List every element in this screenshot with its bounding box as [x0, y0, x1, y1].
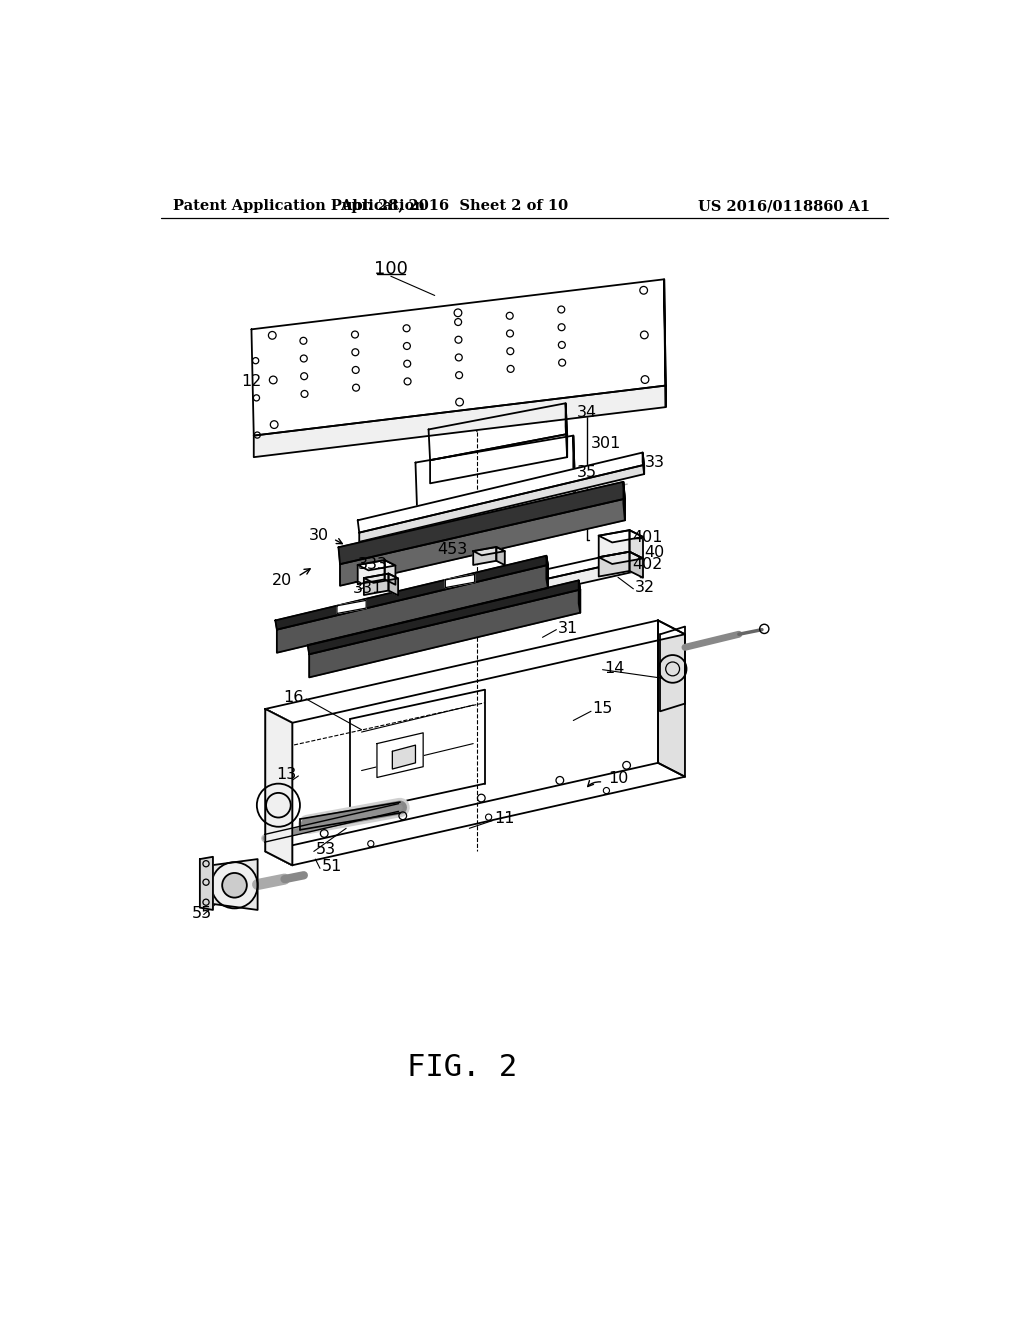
Text: Patent Application Publication: Patent Application Publication [173, 199, 425, 213]
Polygon shape [357, 560, 395, 570]
Polygon shape [252, 280, 666, 436]
Polygon shape [307, 581, 581, 655]
Polygon shape [357, 453, 644, 533]
Polygon shape [599, 531, 630, 557]
Text: 453: 453 [437, 543, 467, 557]
Polygon shape [430, 434, 567, 483]
Polygon shape [275, 556, 548, 630]
Text: 40: 40 [644, 545, 665, 560]
Text: 51: 51 [322, 859, 342, 874]
Polygon shape [385, 560, 395, 585]
Text: 16: 16 [284, 690, 304, 705]
Text: US 2016/0118860 A1: US 2016/0118860 A1 [697, 199, 869, 213]
Polygon shape [497, 546, 505, 565]
Polygon shape [364, 574, 398, 583]
Polygon shape [635, 549, 637, 572]
Polygon shape [340, 499, 625, 586]
Polygon shape [309, 590, 581, 677]
Polygon shape [643, 453, 644, 474]
Text: 55: 55 [193, 906, 212, 920]
Text: 11: 11 [494, 810, 514, 826]
Polygon shape [254, 385, 666, 457]
Polygon shape [445, 574, 474, 587]
Text: 301: 301 [591, 436, 622, 451]
Polygon shape [630, 552, 643, 578]
Polygon shape [416, 436, 574, 507]
Text: 100: 100 [374, 260, 408, 277]
Polygon shape [200, 857, 213, 909]
Polygon shape [417, 480, 574, 540]
Polygon shape [599, 531, 643, 543]
Text: 32: 32 [635, 579, 655, 595]
Text: 401: 401 [633, 529, 664, 545]
Circle shape [211, 862, 258, 908]
Text: 53: 53 [315, 842, 336, 858]
Polygon shape [265, 620, 685, 723]
Text: 333: 333 [357, 557, 388, 572]
Polygon shape [265, 709, 292, 866]
Polygon shape [265, 709, 292, 866]
Polygon shape [337, 601, 367, 614]
Polygon shape [599, 552, 630, 577]
Polygon shape [599, 552, 643, 564]
Polygon shape [392, 744, 416, 770]
Polygon shape [473, 549, 637, 595]
Polygon shape [565, 404, 567, 457]
Polygon shape [359, 465, 644, 543]
Text: 33: 33 [645, 455, 665, 470]
Polygon shape [276, 565, 548, 653]
Text: 15: 15 [593, 701, 613, 717]
Text: 31: 31 [558, 620, 579, 636]
Text: 35: 35 [578, 465, 597, 480]
Text: 10: 10 [608, 771, 629, 785]
Text: 14: 14 [604, 660, 625, 676]
Polygon shape [630, 531, 643, 558]
Polygon shape [211, 859, 258, 909]
Text: 13: 13 [275, 767, 296, 781]
Circle shape [222, 873, 247, 898]
Polygon shape [473, 546, 505, 556]
Polygon shape [473, 546, 497, 565]
Text: 34: 34 [578, 405, 597, 420]
Polygon shape [377, 733, 423, 777]
Text: 20: 20 [272, 573, 292, 587]
Polygon shape [388, 574, 398, 595]
Polygon shape [658, 620, 685, 776]
Text: 331: 331 [352, 581, 383, 595]
Polygon shape [624, 482, 625, 520]
Polygon shape [357, 560, 385, 585]
Polygon shape [547, 556, 548, 589]
Text: FIG. 2: FIG. 2 [407, 1052, 517, 1081]
Polygon shape [429, 404, 567, 461]
Text: 402: 402 [633, 557, 663, 572]
Polygon shape [364, 574, 388, 595]
Text: Apr. 28, 2016  Sheet 2 of 10: Apr. 28, 2016 Sheet 2 of 10 [340, 199, 568, 213]
Polygon shape [665, 280, 666, 407]
Polygon shape [339, 482, 625, 564]
Text: 12: 12 [241, 374, 261, 389]
Text: 30: 30 [309, 528, 330, 544]
Polygon shape [475, 558, 637, 607]
Polygon shape [573, 436, 574, 512]
Polygon shape [579, 581, 581, 612]
